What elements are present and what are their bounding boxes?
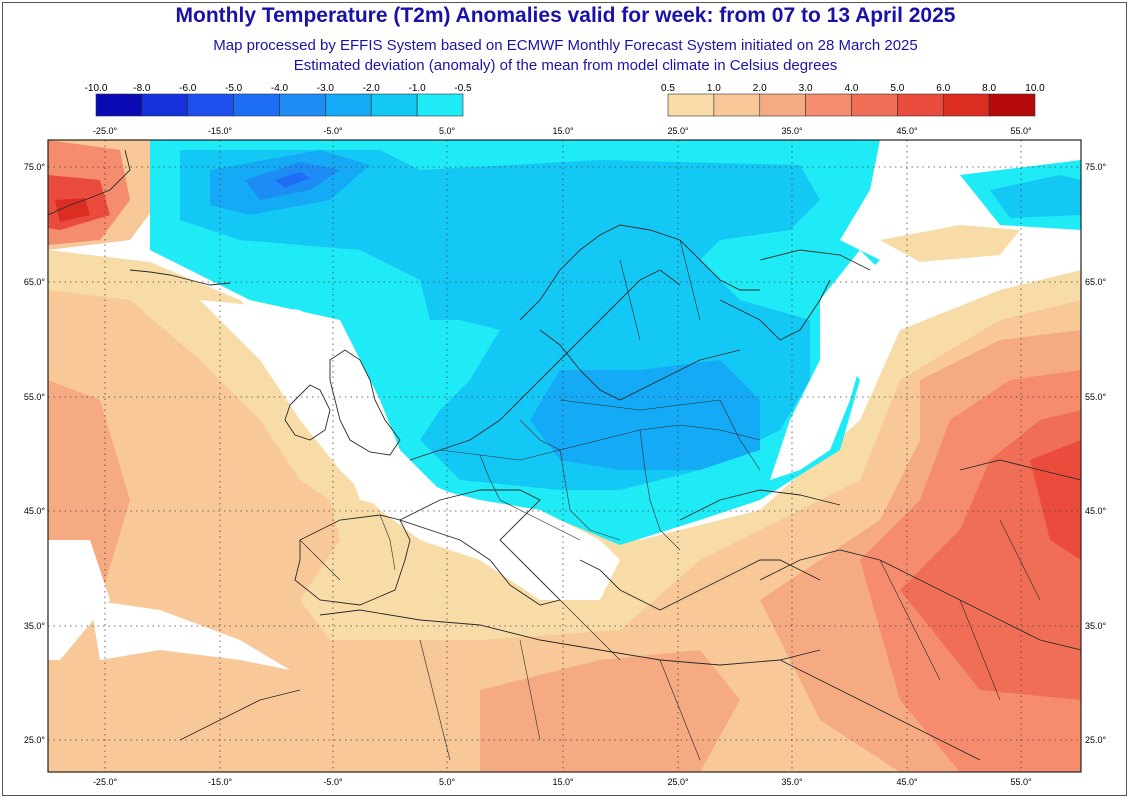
longitude-label: 25.0° [667, 126, 689, 136]
longitude-label: 45.0° [896, 126, 918, 136]
legend-warm-label: 0.5 [661, 83, 675, 94]
latitude-label: 55.0° [1085, 392, 1107, 402]
longitude-label: 55.0° [1010, 777, 1032, 787]
anomaly-region-cold-3 [530, 360, 760, 470]
anomaly-region-cold-7 [990, 175, 1081, 218]
longitude-label: -25.0° [93, 777, 118, 787]
map-border [47, 139, 1082, 773]
legend-warm-label: 6.0 [936, 83, 950, 94]
longitude-label: 45.0° [896, 777, 918, 787]
legend-cold-swatch [141, 93, 189, 117]
legend-cold-swatch [187, 93, 234, 117]
legend-warm-label: 2.0 [753, 83, 767, 94]
country-borders [299, 239, 1041, 761]
latitude-label: 55.0° [24, 392, 46, 402]
legend-cold-label: -8.0 [133, 83, 151, 94]
longitude-label: -15.0° [208, 126, 233, 136]
graticule [48, 140, 1081, 772]
legend-warm-swatch [897, 93, 944, 117]
latitude-label: 65.0° [24, 277, 46, 287]
legend-warm-label: 3.0 [799, 83, 813, 94]
longitude-label: 5.0° [439, 126, 456, 136]
latitude-labels-left: 75.0° 65.0° 55.0° 45.0° 35.0° 25.0° [24, 162, 46, 745]
latitude-label: 45.0° [1085, 506, 1107, 516]
legend-cold-label: -3.0 [317, 83, 335, 94]
anomaly-region-greenland-max [55, 198, 90, 222]
anomaly-region-neutral-atlantic [48, 540, 110, 660]
legend-warm-swatch [988, 93, 1036, 117]
coastlines [48, 149, 1081, 761]
anomaly-region-neutral-east [770, 250, 880, 480]
latitude-label: 25.0° [24, 735, 46, 745]
longitude-label: -15.0° [208, 777, 233, 787]
anomaly-region-cold-6 [275, 172, 310, 188]
legend-cold-label: -1.0 [409, 83, 427, 94]
map-title: Monthly Temperature (T2m) Anomalies vali… [175, 4, 956, 27]
legend-cold-swatch [95, 93, 143, 117]
latitude-label: 35.0° [1085, 621, 1107, 631]
legend-warm-swatch [942, 93, 990, 117]
legend-warm-label: 1.0 [707, 83, 721, 94]
latitude-labels-right: 75.0° 65.0° 55.0° 45.0° 35.0° 25.0° [1085, 162, 1107, 745]
legend-cold-scale: -10.0 -8.0 -6.0 -5.0 -4.0 -3.0 -2.0 -1.0 -0.5 [85, 83, 472, 117]
legend-warm-swatch [851, 93, 898, 117]
longitude-label: 35.0° [781, 126, 803, 136]
legend-cold-label: -10.0 [85, 83, 108, 94]
longitude-label: -25.0° [93, 126, 118, 136]
legend-cold-label: -0.5 [454, 83, 472, 94]
map-subtitle-units: Estimated deviation (anomaly) of the mea… [293, 57, 838, 74]
longitude-label: 15.0° [552, 777, 574, 787]
latitude-label: 75.0° [1085, 162, 1107, 172]
longitude-labels-top: -25.0° -15.0° -5.0° 5.0° 15.0° 25.0° 35.0° 45.0… [93, 126, 1032, 136]
legend-warm-label: 5.0 [890, 83, 904, 94]
legend-cold-swatch [279, 93, 326, 117]
legend-warm-swatch [667, 93, 715, 117]
legend-cold-label: -6.0 [179, 83, 197, 94]
map-subtitle-processing: Map processed by EFFIS System based on E… [213, 37, 918, 54]
longitude-label: -5.0° [323, 126, 343, 136]
latitude-label: 25.0° [1085, 735, 1107, 745]
legend-warm-label: 8.0 [982, 83, 996, 94]
legend-warm-scale: 0.5 1.0 2.0 3.0 4.0 5.0 6.0 8.0 10.0 [661, 83, 1045, 117]
legend-cold-label: -4.0 [271, 83, 289, 94]
anomaly-region-warm-5 [1030, 440, 1081, 560]
legend-warm-label: 10.0 [1025, 83, 1045, 94]
legend-warm-swatch [805, 93, 852, 117]
longitude-label: 35.0° [781, 777, 803, 787]
legend-warm-label: 4.0 [845, 83, 859, 94]
legend-warm-swatch [759, 93, 806, 117]
anomaly-region-arctic-warm [880, 225, 1020, 262]
legend-cold-label: -5.0 [225, 83, 243, 94]
anomaly-region-warm-6 [480, 650, 740, 772]
legend-cold-swatch [325, 93, 372, 117]
anomaly-map [48, 140, 1081, 772]
longitude-label: 25.0° [667, 777, 689, 787]
legend-warm-swatch [713, 93, 761, 117]
longitude-label: 15.0° [552, 126, 574, 136]
latitude-label: 65.0° [1085, 277, 1107, 287]
latitude-label: 45.0° [24, 506, 46, 516]
longitude-label: -5.0° [323, 777, 343, 787]
anomaly-region-neutral-south [90, 600, 290, 670]
longitude-label: 55.0° [1010, 126, 1032, 136]
legend-cold-swatch [233, 93, 280, 117]
latitude-label: 75.0° [24, 162, 46, 172]
longitude-labels-bottom: -25.0° -15.0° -5.0° 5.0° 15.0° 25.0° 35.0° 45.0… [93, 777, 1032, 787]
legend-cold-label: -2.0 [363, 83, 381, 94]
legend-cold-swatch [370, 93, 418, 117]
latitude-label: 35.0° [24, 621, 46, 631]
longitude-label: 5.0° [439, 777, 456, 787]
legend-cold-swatch [416, 93, 464, 117]
